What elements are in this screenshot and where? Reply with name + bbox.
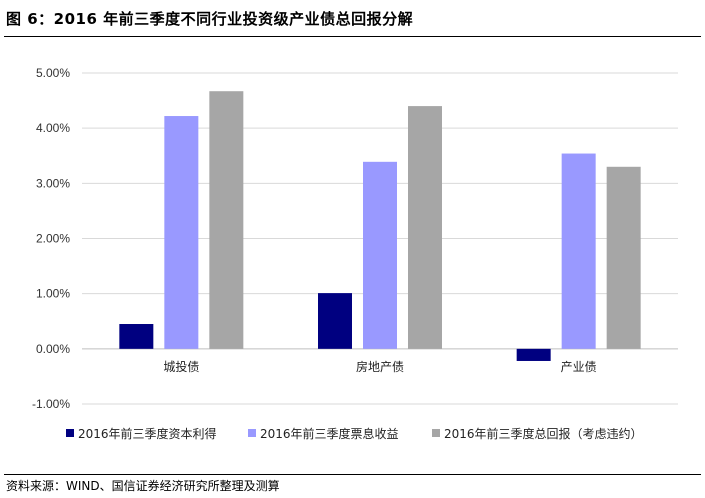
y-tick-label: 0.00% — [36, 342, 70, 356]
bar — [561, 153, 596, 349]
bars — [119, 91, 641, 361]
bar — [516, 348, 551, 361]
bar — [164, 116, 199, 349]
figure-title: 图 6：2016 年前三季度不同行业投资级产业债总回报分解 — [6, 10, 414, 28]
legend: 2016年前三季度资本利得 2016年前三季度票息收益 2016年前三季度总回报（考… — [66, 426, 643, 441]
bar — [318, 293, 352, 349]
y-tick-label: 2.00% — [36, 232, 70, 246]
bar — [408, 106, 442, 349]
source-rule — [4, 474, 701, 475]
legend-swatch — [66, 429, 74, 437]
y-axis-ticks: 5.00% 4.00% 3.00% 2.00% 1.00% 0.00% -1.00% — [32, 66, 70, 411]
bar-chart: 5.00% 4.00% 3.00% 2.00% 1.00% 0.00% -1.00% 城投债… — [32, 66, 678, 441]
source-note: 资料来源：WIND、国信证券经济研究所整理及测算 — [6, 479, 280, 493]
category-label: 产业债 — [561, 360, 597, 374]
bar — [363, 161, 397, 349]
bar — [119, 324, 154, 349]
y-tick-label: 1.00% — [36, 287, 70, 301]
y-tick-label: 5.00% — [36, 66, 70, 80]
bar — [606, 166, 641, 349]
legend-label: 2016年前三季度资本利得 — [78, 426, 217, 441]
category-label: 城投债 — [163, 359, 199, 374]
bar — [209, 91, 244, 349]
y-tick-label: 3.00% — [36, 176, 70, 190]
y-tick-label: 4.00% — [36, 121, 70, 135]
legend-swatch — [248, 429, 256, 437]
legend-swatch — [432, 429, 440, 437]
legend-label: 2016年前三季度总回报（考虑违约） — [444, 426, 643, 441]
legend-label: 2016年前三季度票息收益 — [260, 426, 399, 441]
title-rule — [4, 36, 701, 37]
category-label: 房地产债 — [356, 359, 404, 374]
y-tick-label: -1.00% — [32, 397, 70, 411]
category-labels: 城投债 房地产债 产业债 — [163, 359, 596, 374]
